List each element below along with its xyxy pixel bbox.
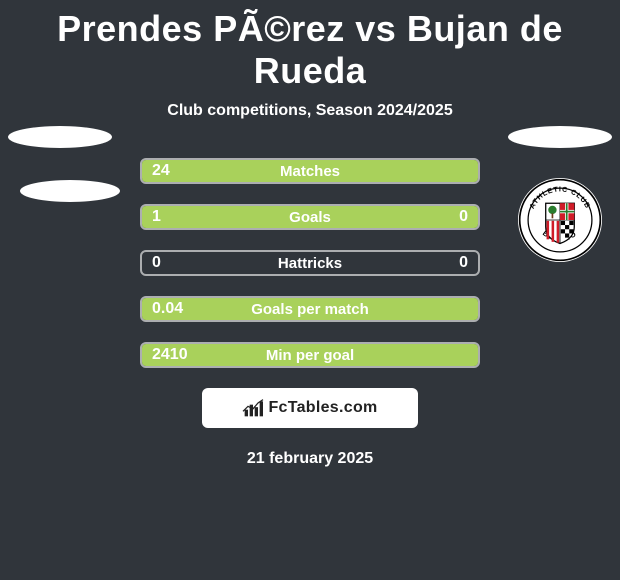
stat-bars-container: 24 Matches 1 Goals 0 0 Hattricks 0 0.04 Goals per…	[140, 158, 480, 368]
stat-label: Hattricks	[278, 255, 342, 272]
stat-row: 0 Hattricks 0	[140, 250, 480, 276]
bar-fill-left	[142, 206, 401, 228]
deco-ellipse	[20, 180, 120, 202]
page-subtitle: Club competitions, Season 2024/2025	[0, 102, 620, 120]
stat-left-value: 1	[152, 208, 161, 226]
stat-label: Goals	[289, 209, 331, 226]
player-right-avatar: ATHLETIC CLUB BILBAO	[518, 178, 602, 262]
athletic-club-crest-icon: ATHLETIC CLUB BILBAO	[518, 178, 602, 262]
stat-row: 0.04 Goals per match	[140, 296, 480, 322]
page-title: Prendes PÃ©rez vs Bujan de Rueda	[0, 0, 620, 92]
stat-label: Matches	[280, 163, 340, 180]
stat-left-value: 0	[152, 254, 161, 272]
stat-row: 2410 Min per goal	[140, 342, 480, 368]
date-label: 21 february 2025	[0, 450, 620, 468]
stat-right-value: 0	[459, 254, 468, 272]
stat-left-value: 2410	[152, 346, 188, 364]
stat-right-value: 0	[459, 208, 468, 226]
stat-label: Min per goal	[266, 347, 354, 364]
deco-ellipse	[508, 126, 612, 148]
stat-left-value: 0.04	[152, 300, 183, 318]
stat-left-value: 24	[152, 162, 170, 180]
deco-ellipse	[8, 126, 112, 148]
brand-box: FcTables.com	[202, 388, 418, 428]
stat-row: 1 Goals 0	[140, 204, 480, 230]
brand-text: FcTables.com	[268, 399, 377, 417]
brand-bars-icon	[242, 398, 264, 418]
stat-label: Goals per match	[251, 301, 369, 318]
stat-row: 24 Matches	[140, 158, 480, 184]
